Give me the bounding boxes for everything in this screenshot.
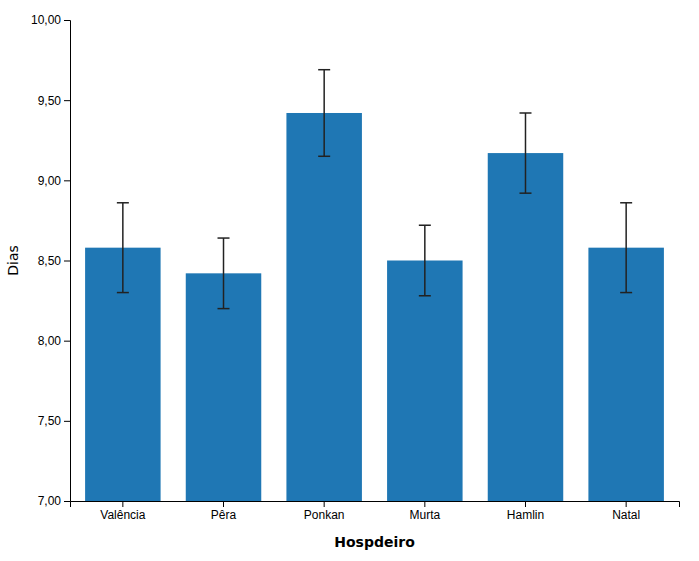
error-line <box>525 113 527 193</box>
tick-mark <box>64 180 70 181</box>
error-cap <box>218 308 230 310</box>
x-tick: Natal <box>612 501 640 522</box>
tick-label: 7,00 <box>38 494 62 508</box>
error-bar <box>419 225 431 296</box>
tick-label: Hamlin <box>507 508 544 522</box>
tick-mark <box>64 341 70 342</box>
error-cap <box>620 202 632 204</box>
error-cap <box>419 224 431 226</box>
marks <box>85 70 664 501</box>
y-axis-title: Dias <box>5 245 21 276</box>
tick-label: Ponkan <box>304 508 345 522</box>
error-bar <box>318 70 330 157</box>
x-tick: Pêra <box>211 501 237 522</box>
tick-label: 8,00 <box>38 334 62 348</box>
y-tick: 8,00 <box>38 334 70 348</box>
error-bar <box>620 203 632 293</box>
error-line <box>625 203 627 293</box>
error-line <box>122 203 124 293</box>
error-cap <box>318 69 330 71</box>
tick-mark <box>324 501 325 507</box>
axis-line <box>64 21 71 502</box>
bar <box>488 153 563 501</box>
x-tick: Hamlin <box>507 501 544 522</box>
x-tick: Murta <box>409 501 440 522</box>
x-tick: Ponkan <box>304 501 345 522</box>
error-bar <box>218 238 230 309</box>
tick-label: 10,00 <box>31 13 61 27</box>
tick-label: Pêra <box>211 508 237 522</box>
error-cap <box>117 292 129 294</box>
y-tick: 7,00 <box>38 494 70 508</box>
tick-mark <box>122 501 123 507</box>
error-line <box>323 70 325 157</box>
tick-label: 7,50 <box>38 414 62 428</box>
y-tick: 7,50 <box>38 414 70 428</box>
error-cap <box>419 295 431 297</box>
axis-line <box>71 502 680 508</box>
tick-mark <box>64 261 70 262</box>
tick-label: Valência <box>100 508 145 522</box>
tick-mark <box>64 421 70 422</box>
y-tick: 8,50 <box>38 254 70 268</box>
tick-label: 8,50 <box>38 254 62 268</box>
error-cap <box>218 237 230 239</box>
error-line <box>424 225 426 296</box>
tick-mark <box>64 100 70 101</box>
bar <box>387 261 462 502</box>
error-cap <box>519 112 531 114</box>
bar <box>286 113 361 501</box>
y-tick: 10,00 <box>31 13 70 27</box>
plot: ValênciaPêraPonkanMurtaHamlinNatal7,007,… <box>5 13 680 561</box>
error-cap <box>318 156 330 158</box>
error-cap <box>519 192 531 194</box>
x-axis: Valência Pêra Ponkan Murta Hamlin Natal <box>71 501 680 522</box>
tick-label: 9,50 <box>38 94 62 108</box>
tick-mark <box>64 20 70 21</box>
tick-label: Murta <box>409 508 440 522</box>
tick-label: Natal <box>612 508 640 522</box>
tick-mark <box>525 501 526 507</box>
tick-mark <box>223 501 224 507</box>
error-bar <box>117 203 129 293</box>
error-bar <box>519 113 531 193</box>
x-axis-title: Hospdeiro <box>334 534 415 550</box>
tick-label: 9,00 <box>38 174 62 188</box>
error-cap <box>117 202 129 204</box>
chart: ValênciaPêraPonkanMurtaHamlinNatal7,007,… <box>0 0 699 561</box>
error-line <box>223 238 225 309</box>
tick-mark <box>424 501 425 507</box>
y-tick: 9,50 <box>38 94 70 108</box>
tick-mark <box>626 501 627 507</box>
tick-mark <box>64 501 70 502</box>
x-tick: Valência <box>100 501 145 522</box>
error-cap <box>620 292 632 294</box>
y-tick: 9,00 <box>38 174 70 188</box>
y-axis: 7,00 7,50 8,00 8,50 9,00 9,50 10,00 <box>31 13 71 508</box>
